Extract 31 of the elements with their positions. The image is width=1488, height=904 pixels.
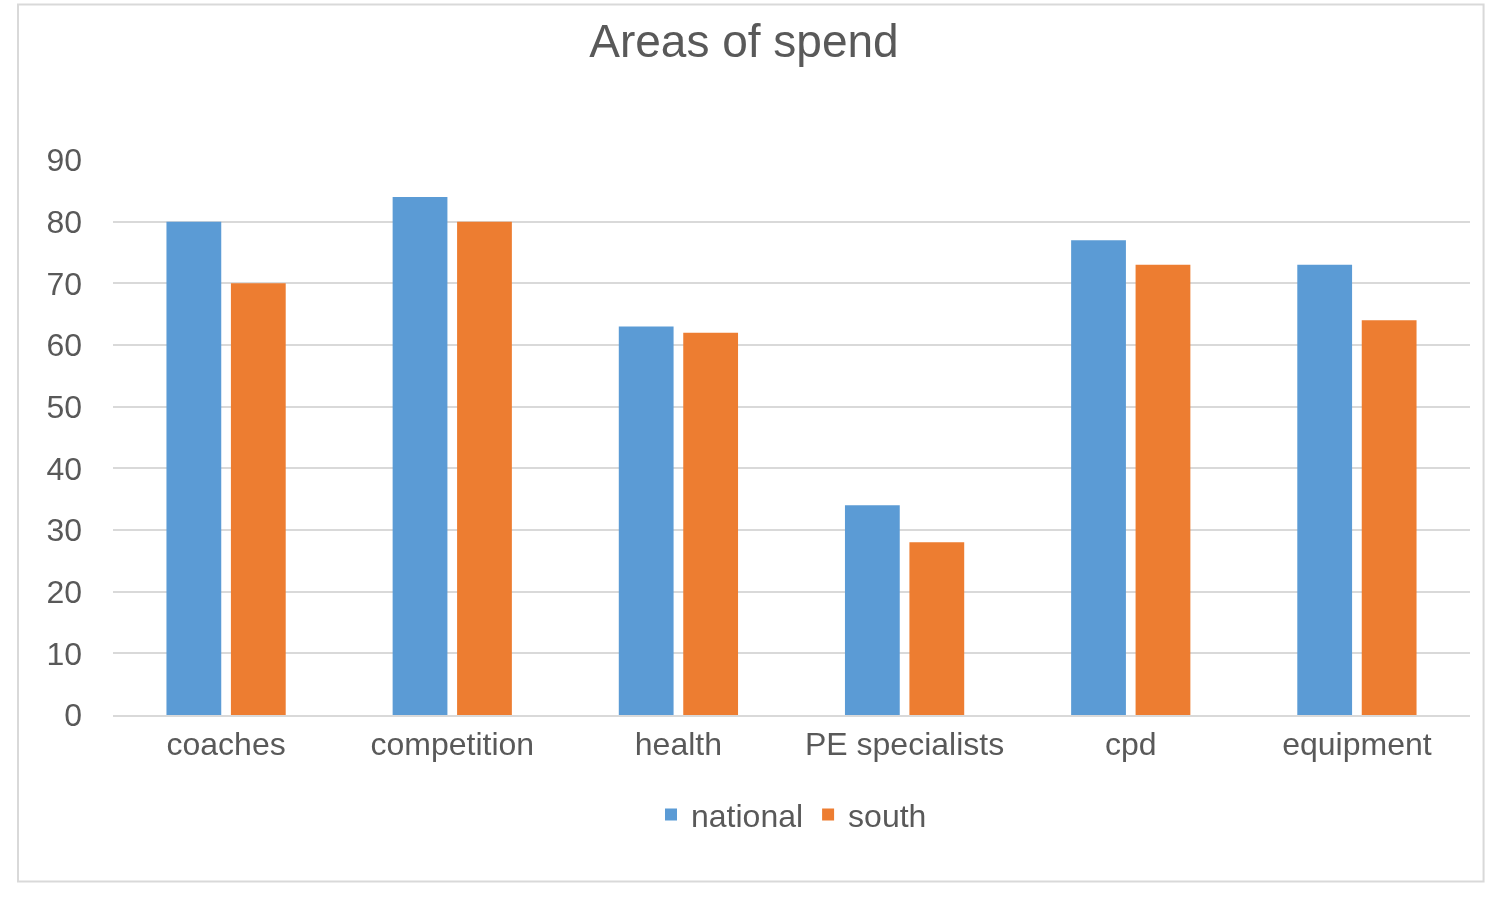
- y-tick-label: 20: [46, 573, 82, 610]
- y-tick-label: 30: [46, 512, 82, 549]
- y-tick-label: 90: [46, 142, 82, 179]
- bar: [230, 283, 286, 715]
- bar: [844, 505, 900, 715]
- y-tick-label: 40: [46, 450, 82, 487]
- bar: [909, 542, 965, 715]
- bar: [618, 326, 674, 715]
- y-tick-label: 50: [46, 388, 82, 425]
- y-tick-label: 80: [46, 203, 82, 240]
- y-tick-label: 10: [46, 635, 82, 672]
- bar: [1361, 320, 1417, 715]
- y-tick-label: 0: [64, 697, 82, 734]
- x-tick-label: health: [634, 726, 723, 763]
- x-tick-label: equipment: [1282, 726, 1432, 763]
- legend-label: south: [848, 797, 927, 834]
- bar: [392, 197, 448, 715]
- x-tick-label: PE specialists: [804, 726, 1005, 763]
- chart-title: Areas of spend: [589, 14, 899, 67]
- y-tick-label: 60: [46, 327, 82, 364]
- bar: [1297, 264, 1353, 715]
- legend-label: national: [691, 797, 804, 834]
- x-tick-label: coaches: [166, 726, 286, 763]
- x-tick-label: competition: [370, 726, 535, 763]
- bar: [1135, 264, 1191, 715]
- bar: [457, 221, 512, 715]
- bar: [166, 221, 222, 715]
- y-tick-label: 70: [46, 265, 82, 302]
- x-tick-label: cpd: [1104, 726, 1157, 763]
- bar: [1071, 240, 1126, 715]
- bar: [683, 332, 739, 715]
